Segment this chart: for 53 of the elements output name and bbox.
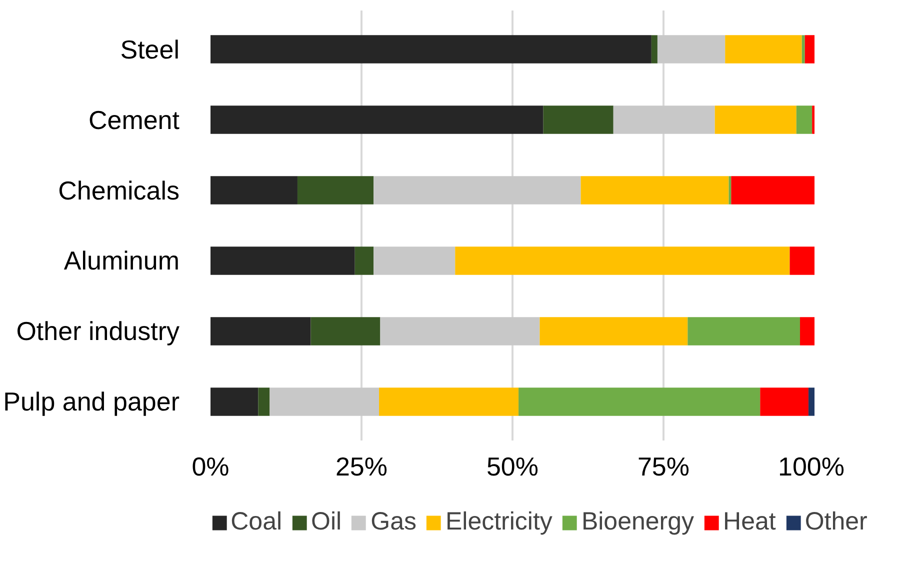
- bar: [210, 317, 311, 346]
- bar: [580, 176, 729, 204]
- y-tick-label: Aluminum: [64, 246, 180, 276]
- x-tick-label: 0%: [192, 452, 230, 482]
- y-tick-label: Cement: [88, 104, 180, 135]
- bar: [804, 35, 814, 64]
- bar: [725, 35, 802, 64]
- bar: [210, 246, 355, 275]
- y-tick-label: Pulp and paper: [3, 386, 180, 417]
- x-tick-label: 50%: [486, 452, 539, 482]
- bar: [731, 176, 814, 204]
- bar: [297, 176, 374, 204]
- bar: [354, 246, 374, 275]
- bar: [455, 246, 790, 275]
- x-tick-label: 25%: [335, 452, 388, 482]
- bar: [380, 317, 540, 346]
- bar: [258, 388, 270, 416]
- bar: [657, 35, 726, 64]
- bar: [310, 317, 380, 346]
- legend-label: Heat: [723, 508, 776, 536]
- bar: [374, 176, 581, 204]
- bar: [613, 106, 715, 134]
- y-tick-label: Other industry: [16, 316, 180, 346]
- x-tick-label: 75%: [637, 452, 690, 482]
- bar: [543, 106, 614, 134]
- legend-label: Coal: [230, 508, 282, 536]
- bar: [374, 246, 456, 275]
- bar: [651, 35, 658, 64]
- bar: [808, 388, 814, 416]
- bar: [210, 35, 652, 64]
- bar: [760, 388, 808, 416]
- bar: [800, 317, 814, 346]
- bar: [714, 106, 796, 134]
- bar: [790, 246, 814, 275]
- bar: [270, 388, 380, 416]
- bar: [379, 388, 519, 416]
- y-tick-label: Chemicals: [58, 175, 180, 206]
- bar: [728, 176, 732, 204]
- bar: [688, 317, 800, 346]
- x-tick-label: 100%: [778, 452, 844, 482]
- y-tick-label: Steel: [120, 34, 180, 64]
- bar: [210, 388, 258, 416]
- bar: [802, 35, 805, 64]
- bar: [210, 176, 298, 204]
- legend-label: Oil: [311, 508, 342, 536]
- legend-label: Bioenergy: [581, 508, 694, 536]
- legend-label: Other: [804, 508, 868, 536]
- legend-label: Gas: [370, 508, 416, 536]
- bar: [796, 106, 812, 134]
- legend-label: Electricity: [445, 508, 552, 536]
- bar: [540, 317, 688, 346]
- bar: [518, 388, 760, 416]
- bar: [210, 106, 544, 134]
